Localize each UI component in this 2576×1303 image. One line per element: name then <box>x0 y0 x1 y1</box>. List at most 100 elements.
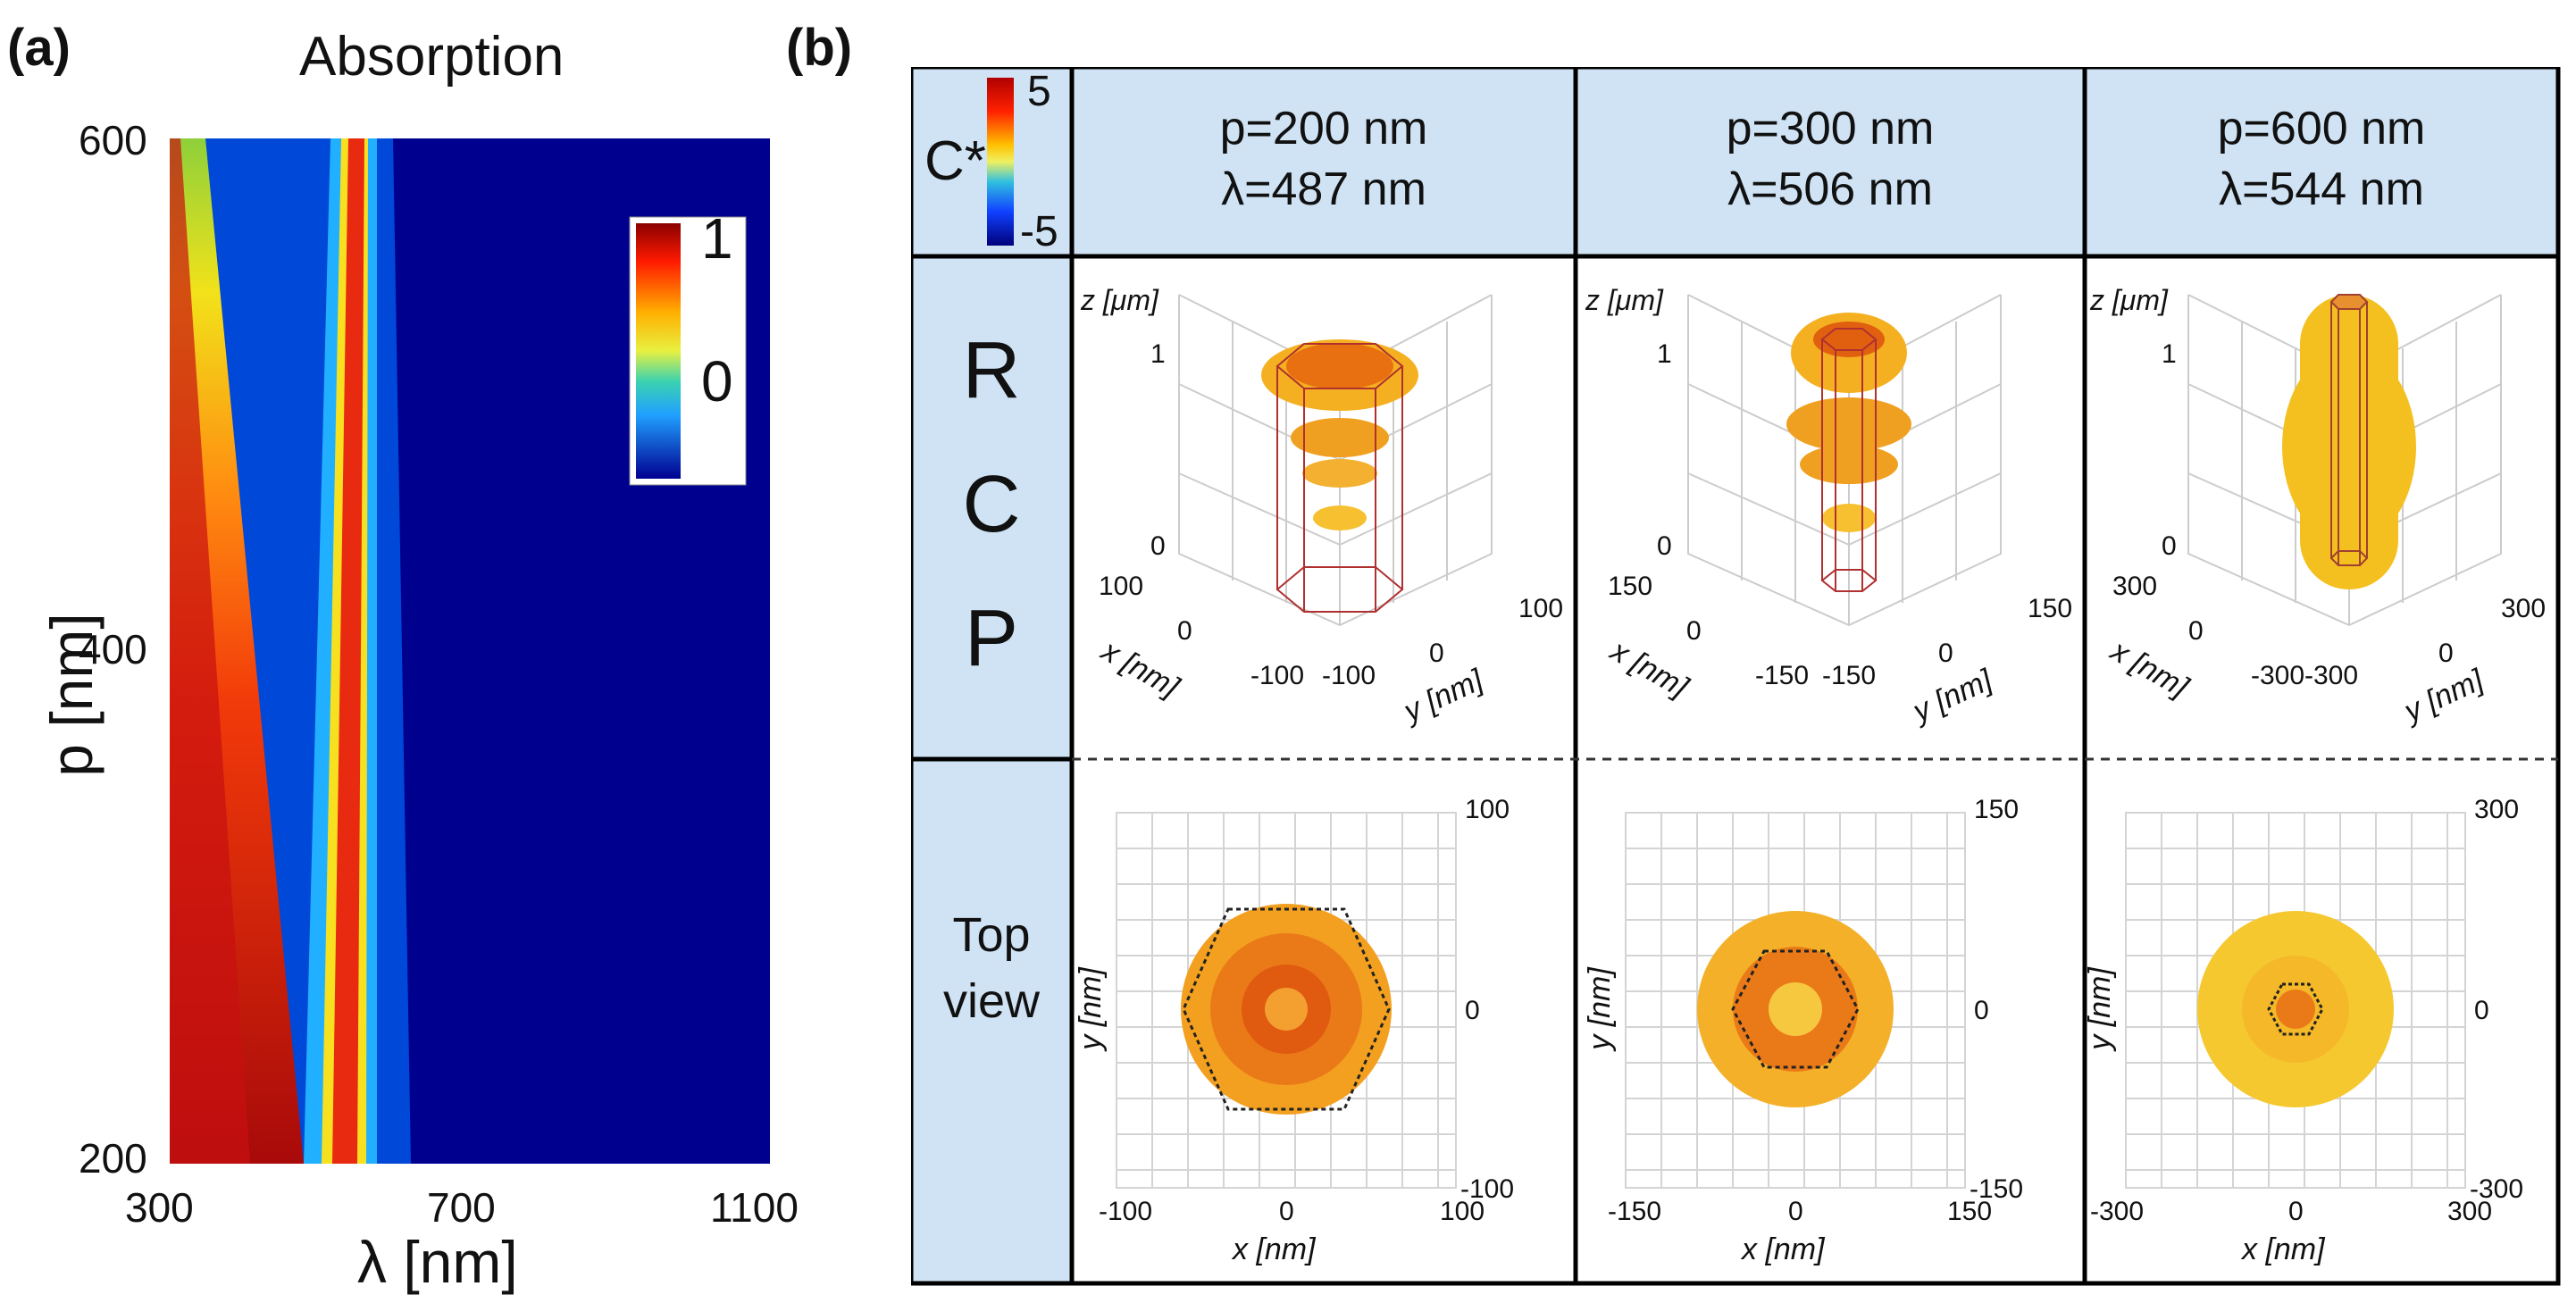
tv3-y-zero: 0 <box>2474 996 2489 1025</box>
topview-col1 <box>1181 904 1392 1115</box>
col3-x-tick-min: -300 <box>2251 661 2305 690</box>
col3-y-tick-max: 300 <box>2501 594 2547 623</box>
tv2-y-min: -150 <box>1970 1174 2024 1204</box>
col2-z-label: z [μm] <box>1585 284 1663 316</box>
colorbar-a-max: 1 <box>701 206 733 271</box>
tv2-x-min: -150 <box>1608 1197 1662 1226</box>
panel-a-label: (a) <box>7 19 71 77</box>
xtick-1100: 1100 <box>710 1184 799 1231</box>
tv3-y-min: -300 <box>2470 1174 2524 1204</box>
heatmap-ylabel: p [nm] <box>38 613 105 777</box>
tv1-x-label: x [nm] <box>1233 1232 1316 1266</box>
rcp-letter-c: C <box>962 460 1021 549</box>
col1-x-tick-min: -100 <box>1250 661 1305 690</box>
ytick-200: 200 <box>79 1135 147 1182</box>
top-view-word-1: Top <box>952 908 1031 962</box>
tv1-x-min: -100 <box>1099 1197 1153 1226</box>
column-1-wavelength: λ=487 nm <box>1221 163 1426 215</box>
col2-x-tick-max: 150 <box>1608 572 1653 601</box>
column-1-period: p=200 nm <box>1219 103 1428 155</box>
col1-z-tick-0: 0 <box>1150 531 1166 561</box>
rcp-label: R C P <box>911 304 1072 706</box>
column-2-wavelength: λ=506 nm <box>1727 163 1933 215</box>
column-3-header: p=600 nm λ=544 nm <box>2085 98 2558 220</box>
top-view-plots <box>1116 812 2466 1189</box>
panel-b-label: (b) <box>786 19 853 77</box>
colorbar-a-gradient <box>636 223 681 479</box>
col2-x-tick-min: -150 <box>1755 661 1810 690</box>
col1-x-tick-max: 100 <box>1099 572 1144 601</box>
tv1-y-label: y [nm] <box>1073 967 1108 1050</box>
header-cell-3 <box>2085 67 2558 256</box>
tv1-x-max: 100 <box>1440 1197 1485 1226</box>
column-2-header: p=300 nm λ=506 nm <box>1576 98 2085 220</box>
colorbar-b-symbol: C* <box>924 130 986 192</box>
col2-y-tick-max: 150 <box>2028 594 2073 623</box>
rcp-prism-col2 <box>1820 328 1878 592</box>
col1-z-label: z [μm] <box>1081 284 1158 316</box>
ytick-600: 600 <box>79 117 147 163</box>
col3-z-tick-0: 0 <box>2162 531 2177 561</box>
tv2-x-zero: 0 <box>1788 1197 1803 1226</box>
rcp-3d-plots <box>1178 294 2502 627</box>
tv3-y-label: y [nm] <box>2082 967 2117 1050</box>
col2-y-tick-min: -150 <box>1822 661 1877 690</box>
top-view-label: Top view <box>911 902 1072 1034</box>
header-cell-1 <box>1072 67 1576 256</box>
rcp-prism-col3 <box>2329 294 2369 566</box>
tv2-x-label: x [nm] <box>1742 1232 1825 1266</box>
tv3-x-min: -300 <box>2090 1197 2145 1226</box>
col2-z-tick-0: 0 <box>1657 531 1672 561</box>
colorbar-b-max: 5 <box>1027 68 1051 115</box>
row-label-column <box>911 256 1072 1283</box>
col3-y-tick-zero: 0 <box>2438 639 2454 668</box>
rcp-blob-col3 <box>2282 295 2416 589</box>
rcp-prism-col1 <box>1275 343 1404 613</box>
heatmap-narrow-peak <box>332 138 364 1164</box>
topview-col2 <box>1697 911 1894 1107</box>
col3-y-tick-min: -300 <box>2304 661 2359 690</box>
tv2-x-max: 150 <box>1947 1197 1993 1226</box>
col2-x-tick-zero: 0 <box>1686 616 1702 646</box>
tv2-y-zero: 0 <box>1974 996 1989 1025</box>
topview-col3 <box>2197 911 2394 1107</box>
xtick-300: 300 <box>125 1184 194 1231</box>
col3-x-tick-zero: 0 <box>2188 616 2204 646</box>
tv2-y-label: y [nm] <box>1582 967 1617 1050</box>
tv1-y-max: 100 <box>1465 795 1510 824</box>
tv3-x-zero: 0 <box>2288 1197 2304 1226</box>
col1-x-tick-zero: 0 <box>1177 616 1192 646</box>
ytick-400: 400 <box>79 626 147 672</box>
col2-y-tick-zero: 0 <box>1938 639 1953 668</box>
tv3-x-label: x [nm] <box>2242 1232 2325 1266</box>
col3-z-label: z [μm] <box>2090 284 2168 316</box>
col1-y-tick-min: -100 <box>1322 661 1376 690</box>
rcp-letter-r: R <box>962 326 1021 415</box>
col1-y-tick-zero: 0 <box>1429 639 1444 668</box>
col1-z-tick-1: 1 <box>1150 339 1166 369</box>
tv3-x-max: 300 <box>2447 1197 2493 1226</box>
heatmap-title: Absorption <box>299 26 565 88</box>
rcp-blob-col1 <box>1261 339 1418 530</box>
column-3-wavelength: λ=544 nm <box>2219 163 2424 215</box>
colorbar-b-min: -5 <box>1020 208 1058 255</box>
col3-x-tick-max: 300 <box>2112 572 2158 601</box>
tv3-y-max: 300 <box>2474 795 2520 824</box>
tv2-y-max: 150 <box>1974 795 2020 824</box>
tv1-x-zero: 0 <box>1279 1197 1294 1226</box>
absorption-heatmap <box>170 138 770 1164</box>
col3-z-tick-1: 1 <box>2162 339 2177 369</box>
tv1-y-zero: 0 <box>1465 996 1480 1025</box>
heatmap-left-core <box>170 138 250 1164</box>
column-2-period: p=300 nm <box>1726 103 1935 155</box>
colorbar-b-gradient <box>987 78 1014 246</box>
header-cell-2 <box>1576 67 2085 256</box>
col1-y-tick-max: 100 <box>1518 594 1564 623</box>
colorbar-a-min: 0 <box>701 349 733 413</box>
tv1-y-min: -100 <box>1460 1174 1515 1204</box>
xtick-700: 700 <box>427 1184 496 1231</box>
heatmap-xlabel: λ [nm] <box>357 1229 518 1295</box>
col2-z-tick-1: 1 <box>1657 339 1672 369</box>
column-1-header: p=200 nm λ=487 nm <box>1072 98 1576 220</box>
top-view-word-2: view <box>942 974 1041 1028</box>
